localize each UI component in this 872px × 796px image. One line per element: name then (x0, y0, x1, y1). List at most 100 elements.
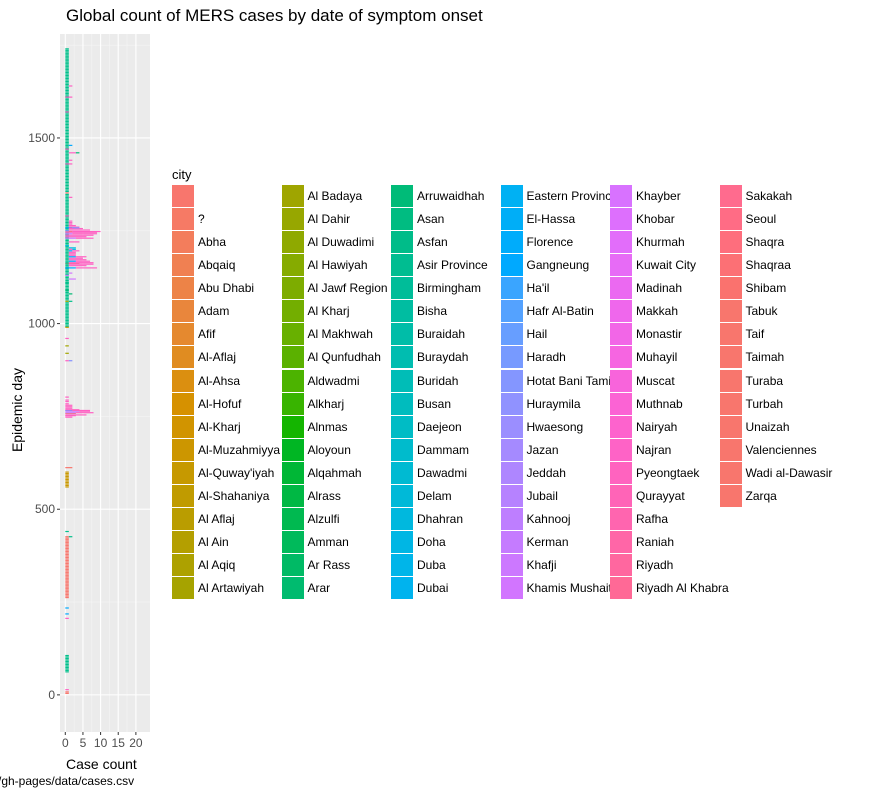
legend-key (391, 231, 413, 254)
bar (68, 250, 73, 252)
bar (68, 241, 80, 243)
legend-item: Muthnab (610, 392, 740, 416)
legend-key (281, 277, 304, 300)
bar (65, 273, 69, 276)
legend-label: Al Kharj (307, 304, 350, 319)
bar (65, 165, 69, 167)
legend-item: Dawadmi (391, 461, 521, 485)
bar (65, 360, 69, 362)
bar (65, 116, 69, 118)
bar (65, 112, 69, 114)
bar (68, 262, 94, 264)
legend-item: Al-Quway'iyah (172, 461, 302, 485)
bar (65, 303, 69, 305)
bar (65, 317, 69, 319)
bar (65, 416, 73, 418)
bar (65, 269, 69, 271)
bar (65, 312, 69, 314)
legend-key (719, 208, 742, 231)
legend-item: Taimah (719, 346, 850, 369)
bar (68, 251, 76, 253)
bar (65, 123, 69, 126)
legend-label: Al Jawf Region (307, 281, 388, 296)
bar (65, 245, 69, 247)
legend-item: Arruwaidhah (391, 185, 521, 208)
bar (65, 486, 69, 488)
legend-label: Sakakah (745, 189, 793, 203)
bar (65, 222, 69, 224)
legend-item: Hail (500, 323, 631, 346)
bar (65, 235, 69, 237)
bar (65, 324, 69, 326)
bar (65, 289, 69, 291)
legend-label: Al Aflaj (198, 511, 235, 526)
x-axis-label: Case count (66, 756, 137, 772)
bar (65, 662, 69, 664)
bar (65, 234, 94, 236)
legend-label: Seoul (745, 212, 777, 227)
bar (65, 536, 69, 538)
bar (65, 483, 69, 485)
legend-item: Al Makhwah (281, 323, 412, 346)
legend-item: Ha'il (500, 277, 631, 300)
bar (65, 94, 69, 96)
bar (65, 265, 69, 267)
legend-item: Al-Hofuf (172, 392, 302, 416)
y-tick-label: 500 (35, 502, 55, 516)
legend-item: Asan (391, 208, 521, 231)
bar (65, 150, 69, 152)
bar (65, 103, 69, 105)
legend-label: Duba (417, 558, 446, 573)
legend-key (172, 231, 194, 254)
bar (65, 161, 69, 163)
legend-label: Kuwait City (636, 258, 697, 273)
bar (65, 205, 69, 207)
bar (65, 113, 69, 115)
bar (65, 660, 69, 663)
legend-key (391, 531, 413, 554)
legend-label: Asan (417, 212, 445, 227)
legend-label: Al Badaya (307, 189, 363, 203)
bar (65, 244, 69, 246)
bar (65, 201, 69, 203)
legend-item: Muhayil (610, 346, 740, 369)
bar (65, 245, 69, 247)
bar (65, 291, 69, 294)
bar (65, 227, 73, 229)
bar (65, 414, 87, 416)
legend-item: Al Badaya (281, 185, 412, 208)
legend-key (391, 484, 413, 507)
bar (65, 574, 69, 576)
legend-key (610, 231, 632, 254)
bar (65, 573, 69, 575)
legend-label: Jeddah (526, 465, 566, 480)
legend-item: Muscat (610, 369, 740, 393)
legend-label: Dhahran (417, 511, 464, 526)
bar (68, 223, 73, 225)
bar (68, 248, 73, 250)
bar (65, 322, 69, 325)
bar (65, 83, 69, 86)
legend-label: Al Dahir (307, 212, 351, 227)
legend-item: Al Qunfudhah (281, 346, 412, 369)
bar (65, 167, 69, 169)
bar (65, 237, 76, 239)
legend-item: Jazan (500, 438, 631, 462)
legend-key (281, 231, 304, 254)
legend-label: Al-Shahaniya (198, 488, 270, 503)
legend-item: Valenciennes (719, 438, 850, 462)
bar (65, 164, 69, 166)
legend-label: Hotat Bani Tamim (526, 373, 621, 388)
bar (68, 260, 76, 262)
bar (65, 305, 69, 307)
bar (65, 171, 69, 173)
legend-label: Eastern Province (526, 189, 618, 203)
legend-item: Al Ain (172, 531, 302, 554)
legend-key (172, 369, 194, 392)
legend-key (172, 300, 194, 323)
bar (68, 226, 80, 228)
bar (65, 589, 69, 591)
bar (65, 284, 69, 286)
legend-key (610, 438, 632, 461)
legend-key (500, 531, 523, 554)
